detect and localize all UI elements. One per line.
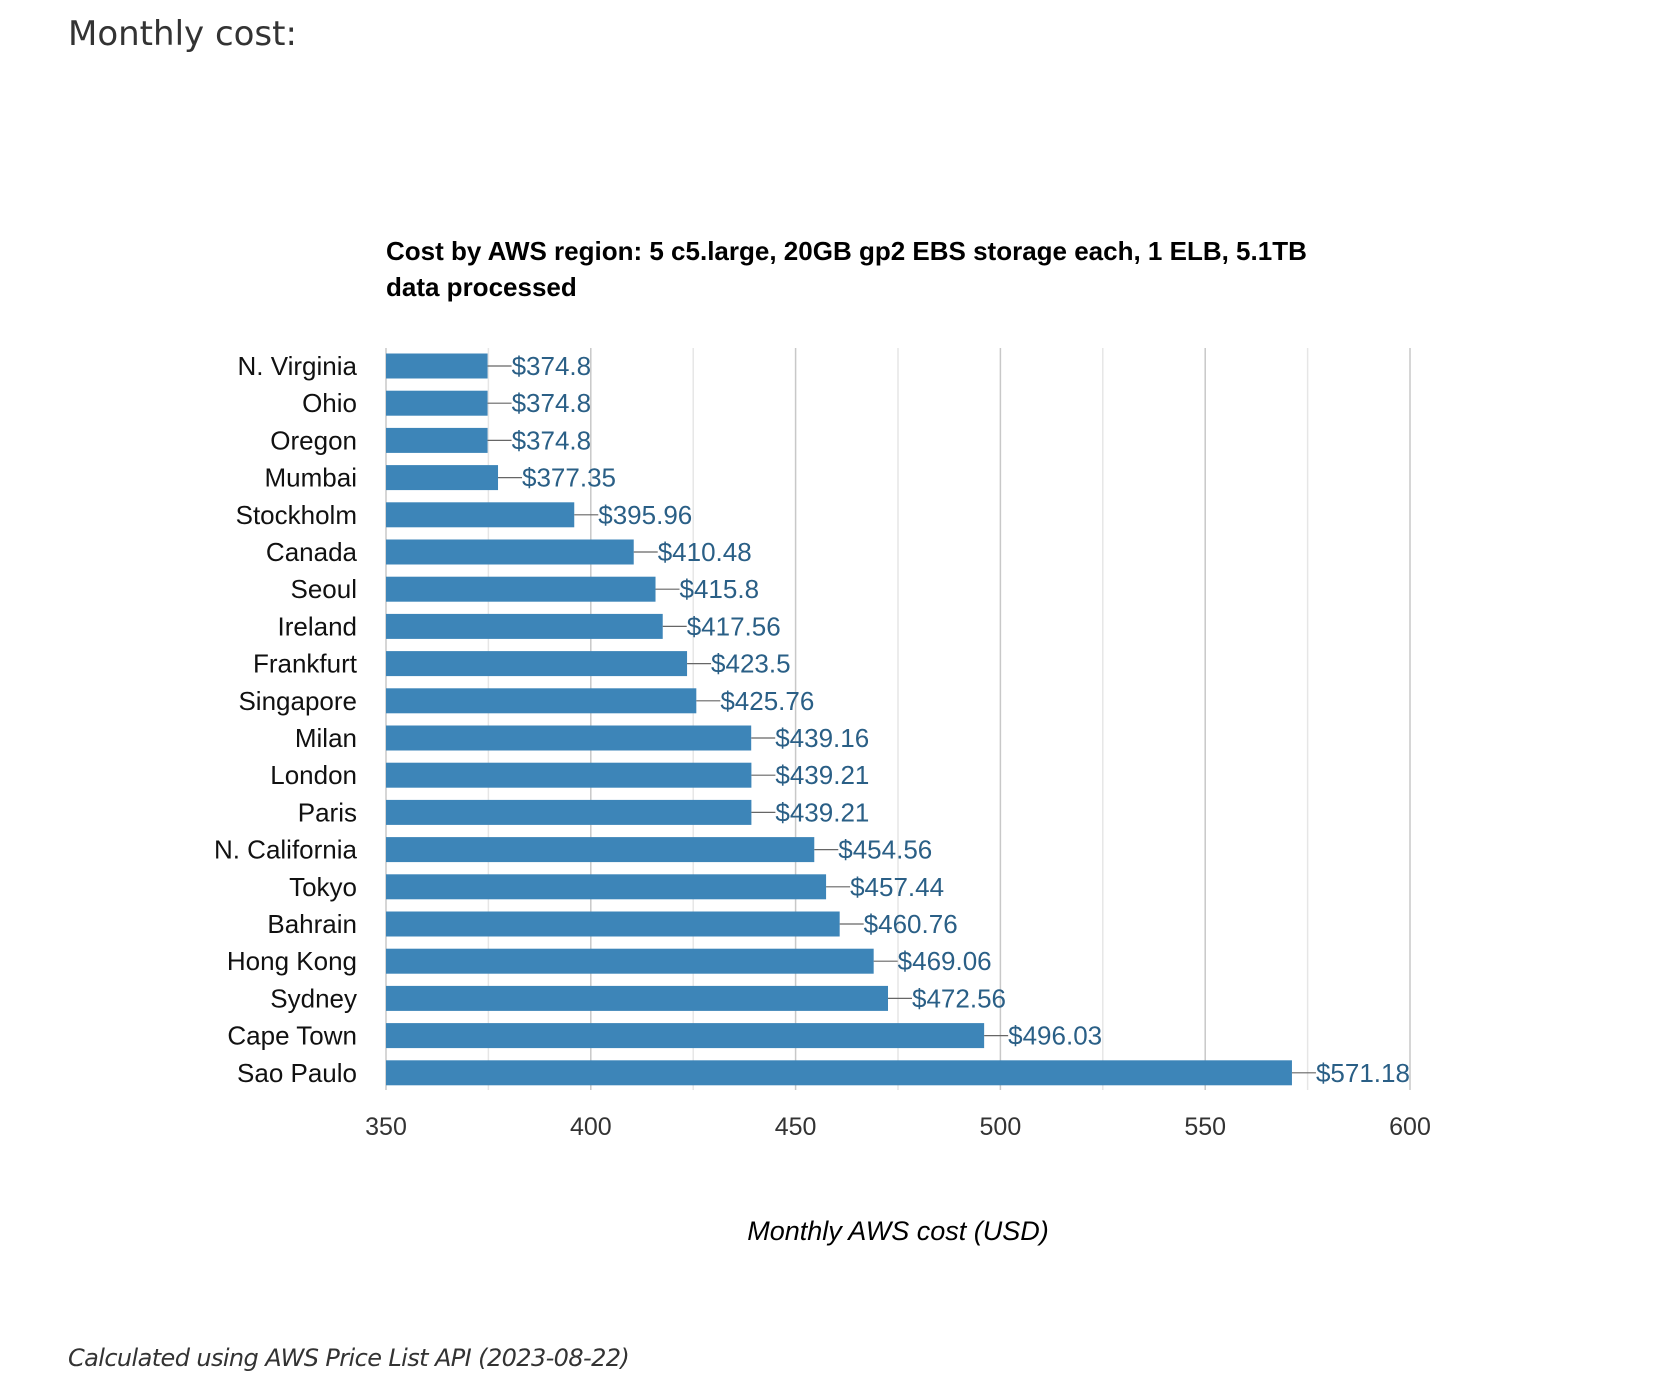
value-label: $457.44 [850, 872, 944, 902]
gridlines [385, 348, 1411, 1090]
x-tick-label: 350 [365, 1113, 407, 1141]
bar [386, 874, 827, 900]
bar [386, 948, 874, 974]
bar [386, 576, 656, 602]
x-tick-label: 600 [1389, 1113, 1431, 1141]
value-label: $472.56 [912, 983, 1006, 1013]
x-tick-label: 450 [775, 1113, 817, 1141]
value-label: $417.56 [687, 611, 781, 641]
bar [386, 1023, 985, 1049]
value-label: $439.16 [775, 723, 869, 753]
chart-title: Cost by AWS region: 5 c5.large, 20GB gp2… [386, 236, 1307, 302]
bar [386, 427, 488, 453]
bar [386, 465, 499, 491]
bar [386, 725, 752, 751]
category-label: Ohio [302, 388, 357, 418]
value-label: $454.56 [838, 835, 932, 865]
category-label: Canada [266, 537, 358, 567]
bar [386, 1060, 1292, 1086]
category-label: Singapore [238, 686, 357, 716]
category-label: Bahrain [267, 909, 357, 939]
bars: $374.8 $374.8 $374.8 $377.35 $395.96 $410.48 $… [386, 351, 1410, 1088]
x-axis-ticks: 350 400 450 500 550 600 [365, 1113, 1431, 1141]
bar [386, 688, 697, 714]
category-label: Sao Paulo [237, 1058, 357, 1088]
value-label: $395.96 [598, 500, 692, 530]
category-label: Milan [295, 723, 357, 753]
bar [386, 353, 488, 379]
value-label: $374.8 [512, 388, 592, 418]
category-label: N. California [214, 835, 358, 865]
category-label: Oregon [270, 425, 357, 455]
x-tick-label: 550 [1184, 1113, 1226, 1141]
bar [386, 799, 752, 825]
bar [386, 539, 634, 565]
category-label: Mumbai [265, 463, 357, 493]
category-label: London [270, 760, 357, 790]
section-heading: Monthly cost: [68, 14, 297, 54]
footnote: Calculated using AWS Price List API (202… [68, 1344, 630, 1372]
x-tick-label: 400 [570, 1113, 612, 1141]
value-label: $460.76 [864, 909, 958, 939]
bar [386, 502, 575, 528]
chart-title-line-2: data processed [386, 272, 577, 302]
value-label: $410.48 [658, 537, 752, 567]
category-label: Paris [298, 797, 357, 827]
bar [386, 985, 889, 1011]
category-label: Ireland [278, 611, 358, 641]
category-label: Frankfurt [253, 649, 358, 679]
bar [386, 651, 688, 677]
value-label: $374.8 [512, 425, 592, 455]
category-label: Seoul [291, 574, 358, 604]
value-label: $571.18 [1316, 1058, 1410, 1088]
category-label: Cape Town [227, 1021, 357, 1051]
value-label: $496.03 [1008, 1021, 1102, 1051]
value-label: $439.21 [775, 760, 869, 790]
bar [386, 911, 840, 937]
category-label: Hong Kong [227, 946, 357, 976]
value-label: $377.35 [522, 463, 616, 493]
category-labels: N. Virginia Ohio Oregon Mumbai Stockholm Cana… [214, 351, 358, 1088]
value-label: $439.21 [775, 797, 869, 827]
bar [386, 762, 752, 788]
value-label: $374.8 [512, 351, 592, 381]
category-label: Tokyo [289, 872, 357, 902]
x-axis-title: Monthly AWS cost (USD) [747, 1216, 1049, 1246]
value-label: $423.5 [711, 649, 791, 679]
value-label: $415.8 [680, 574, 760, 604]
bar [386, 390, 488, 416]
bar [386, 837, 815, 863]
bar [386, 613, 663, 639]
category-label: Sydney [270, 983, 357, 1013]
value-label: $469.06 [898, 946, 992, 976]
category-label: N. Virginia [238, 351, 358, 381]
category-label: Stockholm [236, 500, 357, 530]
value-label: $425.76 [720, 686, 814, 716]
chart-title-line-1: Cost by AWS region: 5 c5.large, 20GB gp2… [386, 236, 1307, 266]
x-tick-label: 500 [980, 1113, 1022, 1141]
